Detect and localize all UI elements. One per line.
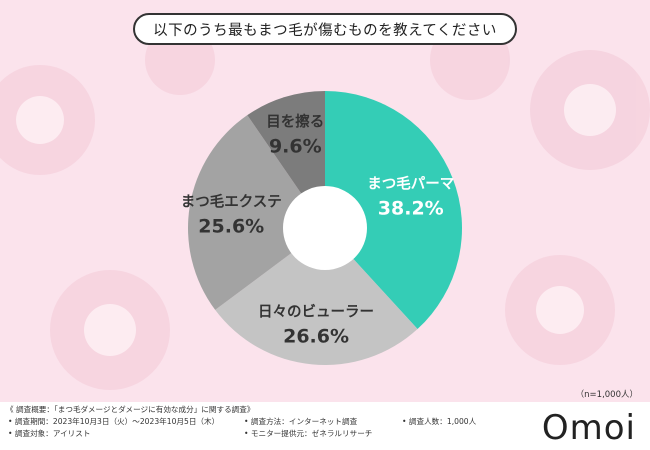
donut-chart: まつ毛パーマ 38.2% 日々のビューラー 26.6% まつ毛エクステ 25.6% 目を擦る…	[181, 91, 462, 365]
survey-overview: 《 調査概要：「まつ毛ダメージとダメージに有効な成分」に関する調査》	[6, 405, 255, 414]
pie-slice	[215, 228, 418, 365]
slice-value-label: 25.6%	[198, 216, 264, 238]
survey-target: • 調査対象：アイリスト	[8, 429, 91, 438]
brand-logo: Omoi	[541, 408, 636, 448]
pie-slice	[187, 115, 325, 310]
slice-label: まつ毛パーマ	[367, 175, 454, 193]
slice-value-label: 38.2%	[378, 198, 444, 220]
survey-provider: • モニター提供元：ゼネラルリサーチ	[244, 429, 373, 438]
slice-label: 日々のビューラー	[258, 304, 374, 321]
pie-slice	[325, 91, 462, 330]
donut-hole	[283, 186, 367, 270]
slice-value-label: 9.6%	[269, 136, 322, 158]
survey-period: • 調査期間：2023年10月3日（火）～2023年10月5日（木）	[8, 417, 220, 426]
slice-label: まつ毛エクステ	[181, 193, 282, 211]
survey-count: • 調査人数：1,000人	[402, 417, 477, 426]
survey-method: • 調査方法：インターネット調査	[244, 417, 358, 426]
slice-value-label: 26.6%	[283, 326, 349, 348]
slice-label: 目を擦る	[266, 113, 324, 131]
chart-title: 以下のうち最もまつ毛が傷むものを教えてください	[133, 13, 517, 45]
sample-size: （n=1,000人）	[575, 390, 638, 400]
footer: 《 調査概要：「まつ毛ダメージとダメージに有効な成分」に関する調査》 • 調査期…	[0, 402, 650, 450]
